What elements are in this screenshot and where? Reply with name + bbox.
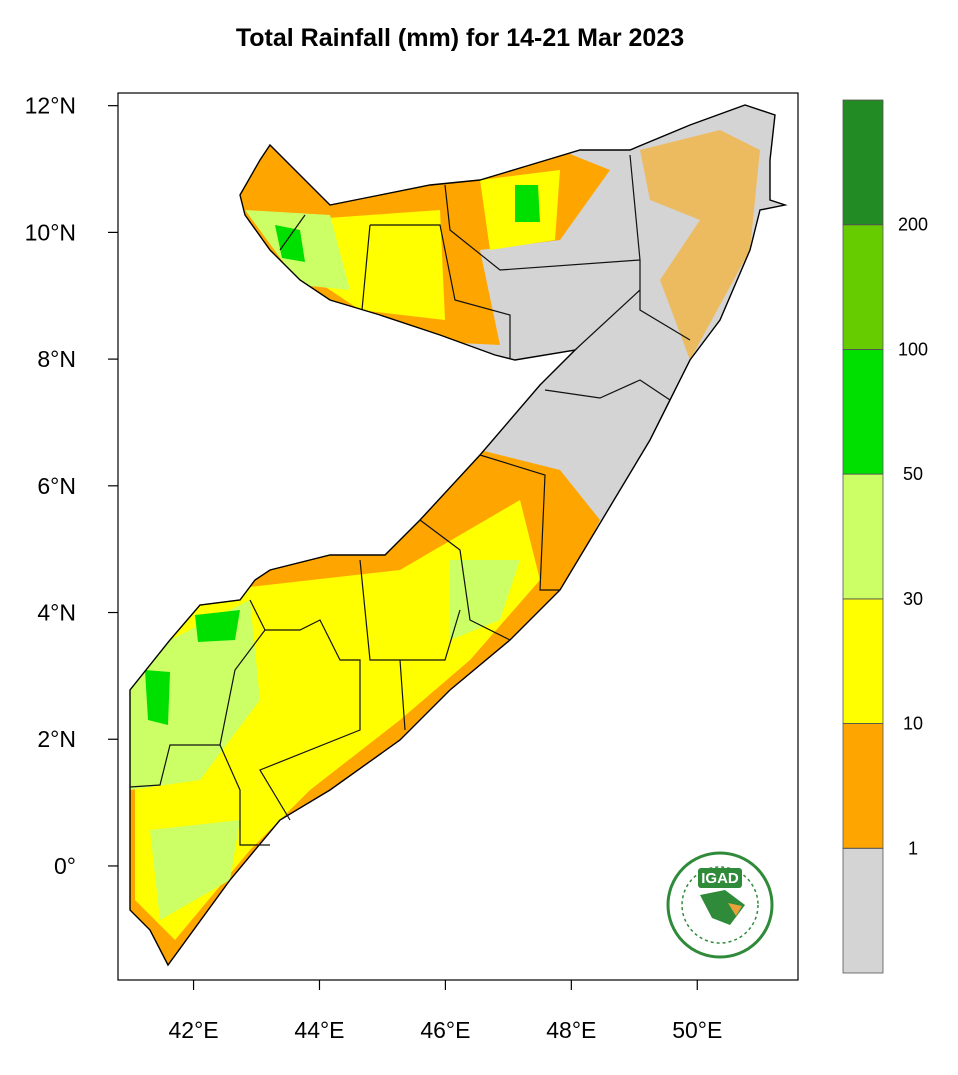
x-tick-label: 42°E — [168, 1017, 218, 1043]
logo-text: IGAD — [701, 870, 739, 887]
rain-orange — [640, 130, 760, 360]
coastline — [129, 104, 788, 967]
admin-boundary — [419, 519, 511, 641]
rain-light-green — [150, 820, 240, 920]
admin-boundaries — [129, 154, 691, 846]
admin-boundary — [629, 154, 691, 341]
admin-boundary — [370, 224, 511, 358]
colorbar-bin — [842, 598, 884, 724]
y-tick-label: 0° — [54, 853, 76, 879]
colorbar-label: 10 — [903, 714, 923, 734]
admin-boundary — [544, 379, 671, 401]
x-tick-label: 48°E — [546, 1017, 596, 1043]
rain-light-green — [450, 560, 520, 640]
colorbar-bin — [842, 723, 884, 849]
colorbar: 1 10 30 50 100 200 — [842, 99, 928, 974]
x-tick-label: 50°E — [672, 1017, 722, 1043]
y-tick-label: 4°N — [37, 600, 76, 626]
admin-boundary — [444, 184, 641, 271]
rain-green — [515, 185, 540, 222]
admin-boundary — [361, 224, 371, 311]
logo-horn — [728, 903, 742, 916]
rain-green — [275, 225, 305, 262]
plot-area — [117, 92, 799, 981]
colorbar-label: 30 — [903, 589, 923, 609]
x-tick-label: 46°E — [420, 1017, 470, 1043]
colorbar-label: 100 — [898, 339, 928, 359]
y-tick-label: 2°N — [37, 726, 76, 752]
rain-green — [195, 610, 240, 642]
colorbar-bin — [842, 99, 884, 226]
y-tick-label: 6°N — [37, 473, 76, 499]
logo: IGAD — [666, 851, 774, 959]
rain-yellow — [300, 210, 445, 320]
admin-boundary — [399, 659, 406, 731]
y-tick-label: 8°N — [37, 346, 76, 372]
y-tick-label: 10°N — [25, 219, 76, 245]
logo-africa — [700, 890, 745, 925]
colorbar-label: 200 — [898, 215, 928, 235]
colorbar-bin — [842, 224, 884, 350]
colorbar-bin — [842, 847, 884, 974]
map-title: Total Rainfall (mm) for 14-21 Mar 2023 — [236, 24, 684, 52]
admin-boundary — [359, 559, 461, 661]
colorbar-label: 50 — [903, 464, 923, 484]
y-tick-label: 12°N — [25, 93, 76, 119]
x-tick-label: 44°E — [294, 1017, 344, 1043]
logo-badge — [698, 868, 742, 888]
admin-boundary — [259, 619, 361, 821]
colorbar-bin — [842, 473, 884, 600]
colorbar-bin — [842, 349, 884, 475]
colorbar-label: 1 — [908, 838, 918, 858]
axes: 42°E 44°E 46°E 48°E 50°E 0° 2°N 4°N 6°N 8°N 10°N 12… — [25, 93, 723, 1043]
admin-boundary — [479, 454, 560, 591]
logo-wreath — [681, 866, 759, 944]
admin-boundary — [219, 744, 270, 846]
rain-green — [145, 670, 170, 725]
admin-boundary — [574, 289, 641, 351]
admin-boundary — [279, 214, 306, 251]
